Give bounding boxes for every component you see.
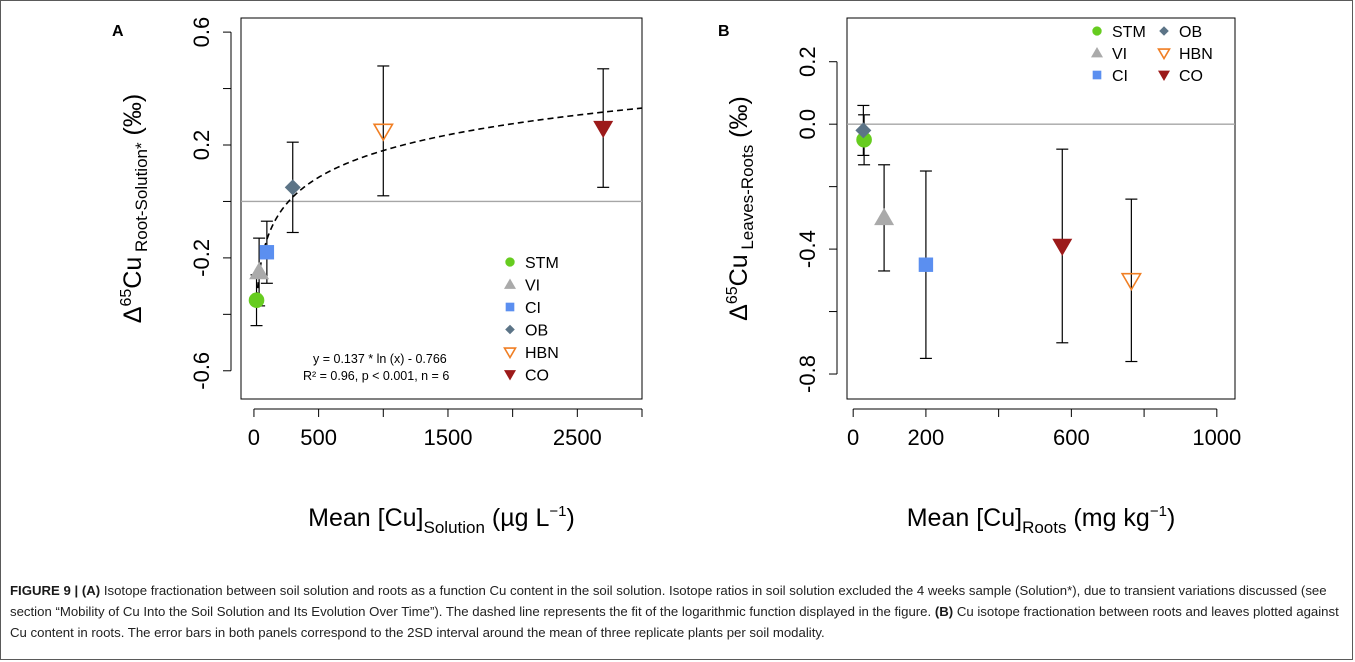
panel-label: B [718, 23, 730, 40]
data-point-ob [284, 179, 301, 196]
x-tick-label: 2500 [553, 425, 602, 450]
data-point-ci [918, 257, 934, 272]
y-axis-title-part-4: (‰) [119, 94, 147, 143]
y-axis-title-part-3: Root-Solution* [132, 142, 151, 257]
data-point-stm [856, 131, 872, 148]
panel-label: A [112, 23, 124, 40]
error-bar-hbn [1125, 198, 1138, 363]
data-point-co [1052, 238, 1073, 256]
y-axis-title-part-2: Cu [119, 257, 147, 289]
plot-area [846, 17, 1236, 400]
y-axis-title-part-0: Δ [119, 307, 147, 324]
legend-label-vi: VI [525, 278, 540, 295]
caption-b-text: Cu isotope fractionation between roots a… [10, 604, 1339, 640]
legend-label-ci: CI [525, 300, 541, 317]
x-axis-title-part-1: Solution [424, 518, 485, 537]
legend-marker-vi [504, 278, 516, 289]
chart-panel-a: A 0 500 1500 2500 -0.6 -0.2 0.2 0.6 Mean [Cu]Solu… [112, 17, 643, 537]
data-point-ci [259, 245, 275, 260]
error-bar-hbn [377, 65, 390, 197]
legend-marker-ob [1159, 26, 1169, 36]
y-tick-label: 0.0 [795, 109, 820, 140]
chart-panel-b: B 0 200 600 1000 -0.8 -0.4 0.0 0.2 Mean [Cu]Roots… [718, 17, 1241, 537]
legend-label-co: CO [1179, 68, 1203, 85]
y-axis-title: Δ65Cu Root-Solution* (‰) [118, 94, 151, 323]
y-axis-title-part-2: Cu [725, 254, 753, 286]
legend-marker-ci [1092, 70, 1102, 80]
data-point-vi [249, 262, 270, 280]
y-tick-label: -0.4 [795, 230, 820, 268]
legend-label-ob: OB [1179, 24, 1202, 41]
legend-marker-co [1158, 70, 1170, 81]
legend: STM VI CI OB HBN CO [1091, 24, 1213, 85]
legend-marker-vi [1091, 47, 1103, 58]
x-axis-title-part-0: Mean [Cu] [907, 504, 1022, 532]
legend-label-co: CO [525, 368, 549, 385]
legend: STM VI CI OB HBN CO [503, 255, 559, 385]
x-axis-title-part-4: ) [1167, 504, 1175, 532]
caption-a-label: (A) [81, 583, 101, 598]
x-axis-title-part-3: −1 [549, 503, 566, 520]
y-tick-label: -0.2 [189, 239, 214, 277]
legend-label-hbn: HBN [1179, 46, 1213, 63]
legend-label-stm: STM [525, 255, 559, 272]
y-axis-title-part-1: 65 [118, 289, 135, 307]
x-axis-title-part-0: Mean [Cu] [308, 504, 423, 532]
x-axis-title: Mean [Cu]Solution (µg L−1) [308, 503, 575, 537]
y-tick-label: 0.6 [189, 17, 214, 48]
data-point-co [593, 120, 614, 139]
y-tick-label: 0.2 [189, 130, 214, 161]
y-axis-title-part-1: 65 [724, 286, 741, 304]
legend-marker-hbn [1157, 48, 1171, 61]
x-tick-label: 1000 [1192, 425, 1241, 450]
x-tick-label: 1500 [423, 425, 472, 450]
x-axis-title-part-2: (mg kg [1066, 504, 1149, 532]
data-point-hbn [372, 123, 394, 142]
log-fit-curve [255, 107, 643, 299]
x-axis-title: Mean [Cu]Roots (mg kg−1) [907, 503, 1176, 537]
legend-marker-co [504, 370, 516, 381]
x-tick-label: 600 [1053, 425, 1090, 450]
legend-label-ci: CI [1112, 68, 1128, 85]
y-tick-label: -0.8 [795, 355, 820, 393]
x-axis-title-part-2: (µg L [485, 504, 550, 532]
x-tick-label: 200 [908, 425, 945, 450]
x-tick-label: 500 [300, 425, 337, 450]
data-point-stm [248, 292, 265, 309]
x-axis-title-part-4: ) [567, 504, 575, 532]
x-tick-label: 0 [847, 425, 859, 450]
legend-label-stm: STM [1112, 24, 1146, 41]
caption-b-label: (B) [934, 604, 954, 619]
legend-label-hbn: HBN [525, 345, 559, 362]
legend-marker-stm [1092, 26, 1102, 36]
caption-figure-label: FIGURE 9 | [10, 583, 79, 598]
legend-marker-stm [505, 257, 515, 267]
legend-marker-ob [505, 324, 515, 335]
y-tick-label: -0.6 [189, 352, 214, 390]
y-axis-title-part-3: Leaves-Roots [738, 145, 757, 255]
legend-marker-ci [505, 302, 515, 312]
legend-marker-hbn [503, 347, 517, 360]
figure-caption: FIGURE 9 | (A) Isotope fractionation bet… [10, 580, 1340, 643]
data-point-hbn [1120, 272, 1142, 292]
y-axis-title-part-0: Δ [725, 304, 753, 321]
x-axis-title-part-3: −1 [1150, 503, 1167, 520]
fit-stats-label: R² = 0.96, p < 0.001, n = 6 [303, 369, 449, 383]
x-axis-title-part-1: Roots [1022, 518, 1066, 537]
legend-label-ob: OB [525, 323, 548, 340]
data-point-ob [855, 122, 872, 139]
data-point-vi [874, 207, 895, 226]
caption-a-text: Isotope fractionation between soil solut… [10, 583, 1327, 619]
x-tick-label: 0 [248, 425, 260, 450]
y-axis-title: Δ65Cu Leaves-Roots (‰) [724, 96, 757, 321]
plot-area [240, 17, 643, 400]
y-tick-label: 0.2 [795, 46, 820, 77]
fit-equation-label: y = 0.137 * ln (x) - 0.766 [313, 352, 447, 366]
y-axis-title-part-4: (‰) [725, 96, 753, 145]
legend-label-vi: VI [1112, 46, 1127, 63]
